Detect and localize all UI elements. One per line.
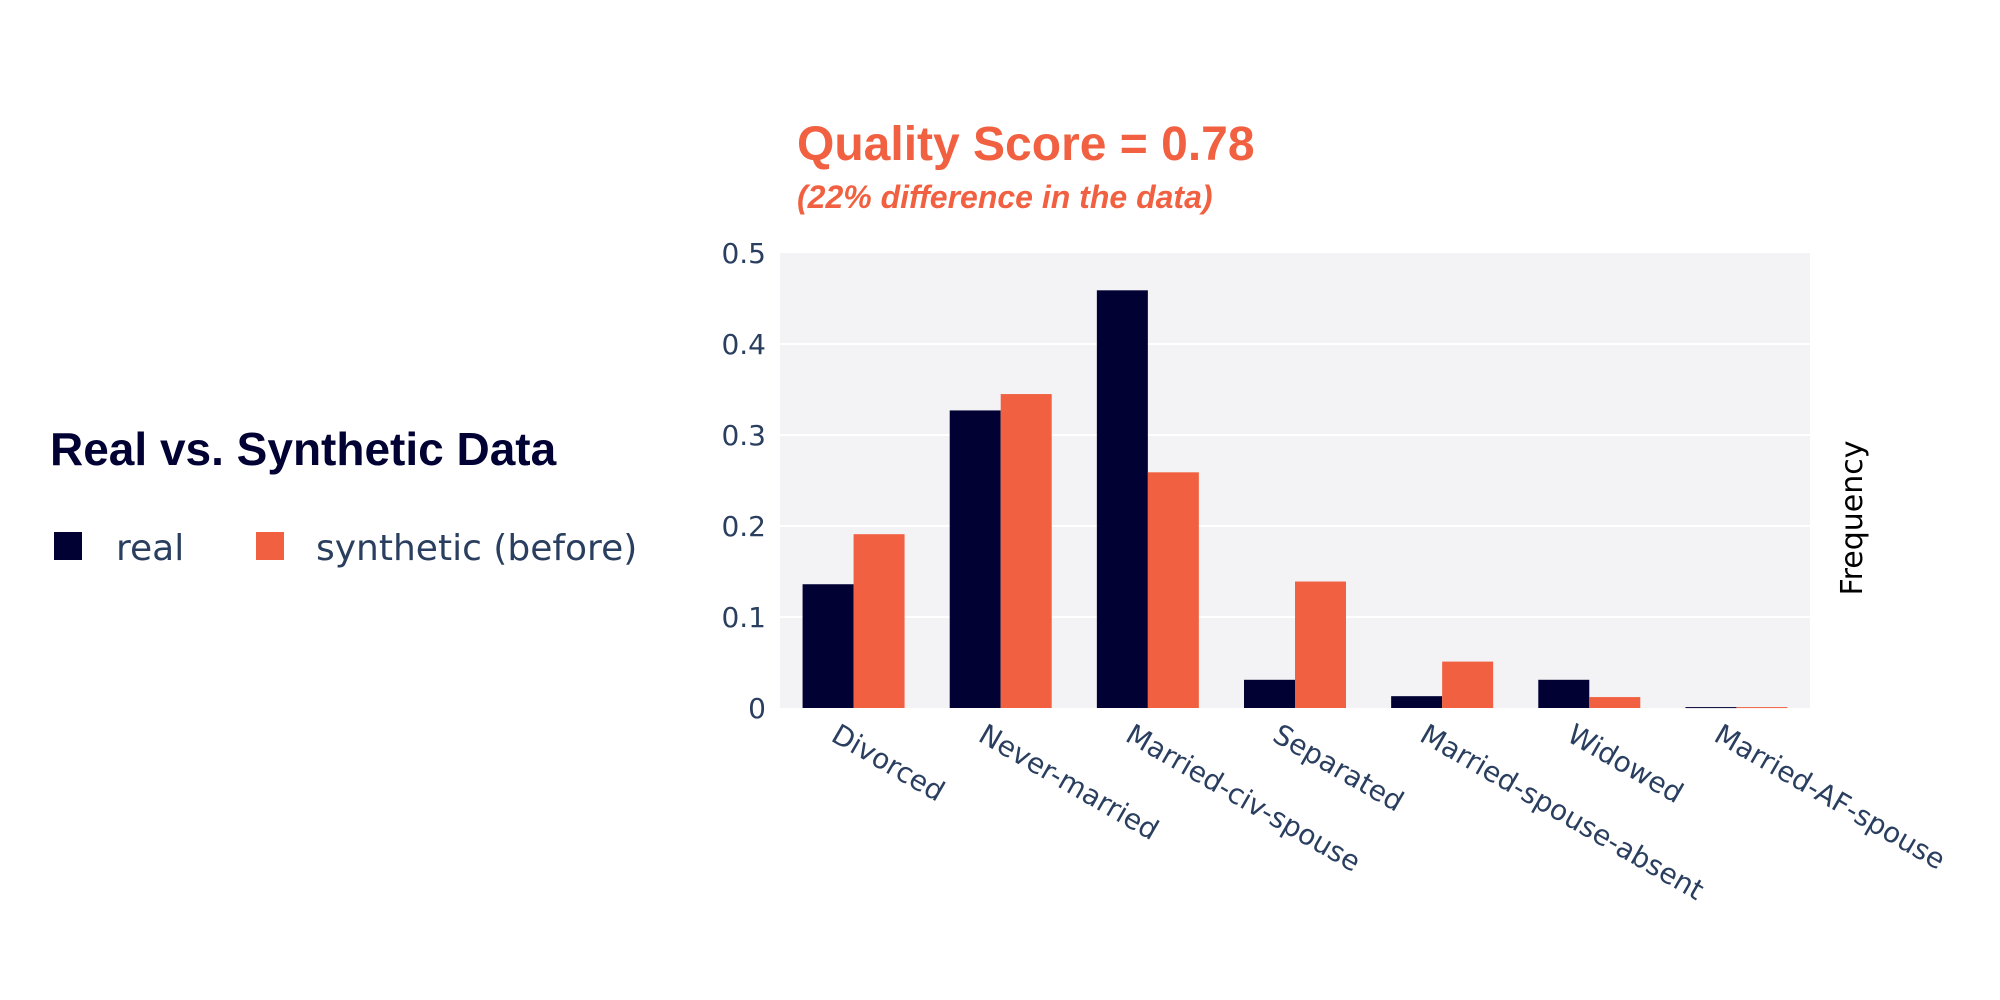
y-tick-label: 0.1: [721, 601, 766, 634]
bar-synthetic-divorced[interactable]: [853, 534, 905, 708]
y-tick-label: 0.4: [721, 328, 766, 361]
bar-synthetic-separated[interactable]: [1295, 581, 1346, 708]
bar-real-never-married[interactable]: [949, 410, 1001, 708]
y-axis-label: Frequency: [1835, 441, 1870, 596]
bar-synthetic-married-civ-spouse[interactable]: [1147, 472, 1199, 708]
x-tick-label: Widowed: [1562, 717, 1689, 809]
bar-real-widowed[interactable]: [1538, 679, 1590, 708]
bar-real-married-af-spouse[interactable]: [1685, 707, 1737, 709]
legend-label-real[interactable]: real: [116, 528, 184, 569]
y-tick-label: 0.3: [721, 419, 766, 452]
bar-real-separated[interactable]: [1244, 679, 1295, 708]
y-axis-ticks: 0 0.1 0.2 0.3 0.4 0.5: [721, 237, 766, 725]
x-axis-ticks: Divorced Never-marriedMarried-civ-spouseS…: [826, 717, 1951, 906]
x-tick-label: Separated: [1268, 717, 1410, 818]
legend-title: Real vs. Synthetic Data: [50, 423, 557, 475]
x-tick-label: Divorced: [826, 717, 950, 808]
legend-swatch-real[interactable]: [54, 532, 82, 560]
bar-synthetic-married-af-spouse[interactable]: [1736, 707, 1788, 709]
bar-synthetic-never-married[interactable]: [1000, 394, 1052, 708]
y-tick-label: 0.5: [721, 237, 766, 270]
legend-label-synthetic[interactable]: synthetic (before): [316, 528, 637, 569]
y-tick-label: 0: [748, 692, 766, 725]
x-tick-label: Married-civ-spouse: [1120, 717, 1366, 878]
x-tick-label: Married-AF-spouse: [1709, 717, 1951, 876]
bar-real-divorced[interactable]: [802, 584, 854, 708]
bars: [802, 290, 1788, 709]
chart-title: Quality Score = 0.78: [797, 118, 1255, 171]
bar-synthetic-married-spouse-absent[interactable]: [1442, 661, 1494, 708]
legend-swatch-synthetic[interactable]: [256, 532, 284, 560]
y-tick-label: 0.2: [721, 510, 766, 543]
chart-subtitle: (22% difference in the data): [797, 179, 1213, 215]
bar-real-married-civ-spouse[interactable]: [1096, 290, 1148, 708]
bar-synthetic-widowed[interactable]: [1589, 697, 1641, 708]
bar-real-married-spouse-absent[interactable]: [1391, 696, 1443, 708]
